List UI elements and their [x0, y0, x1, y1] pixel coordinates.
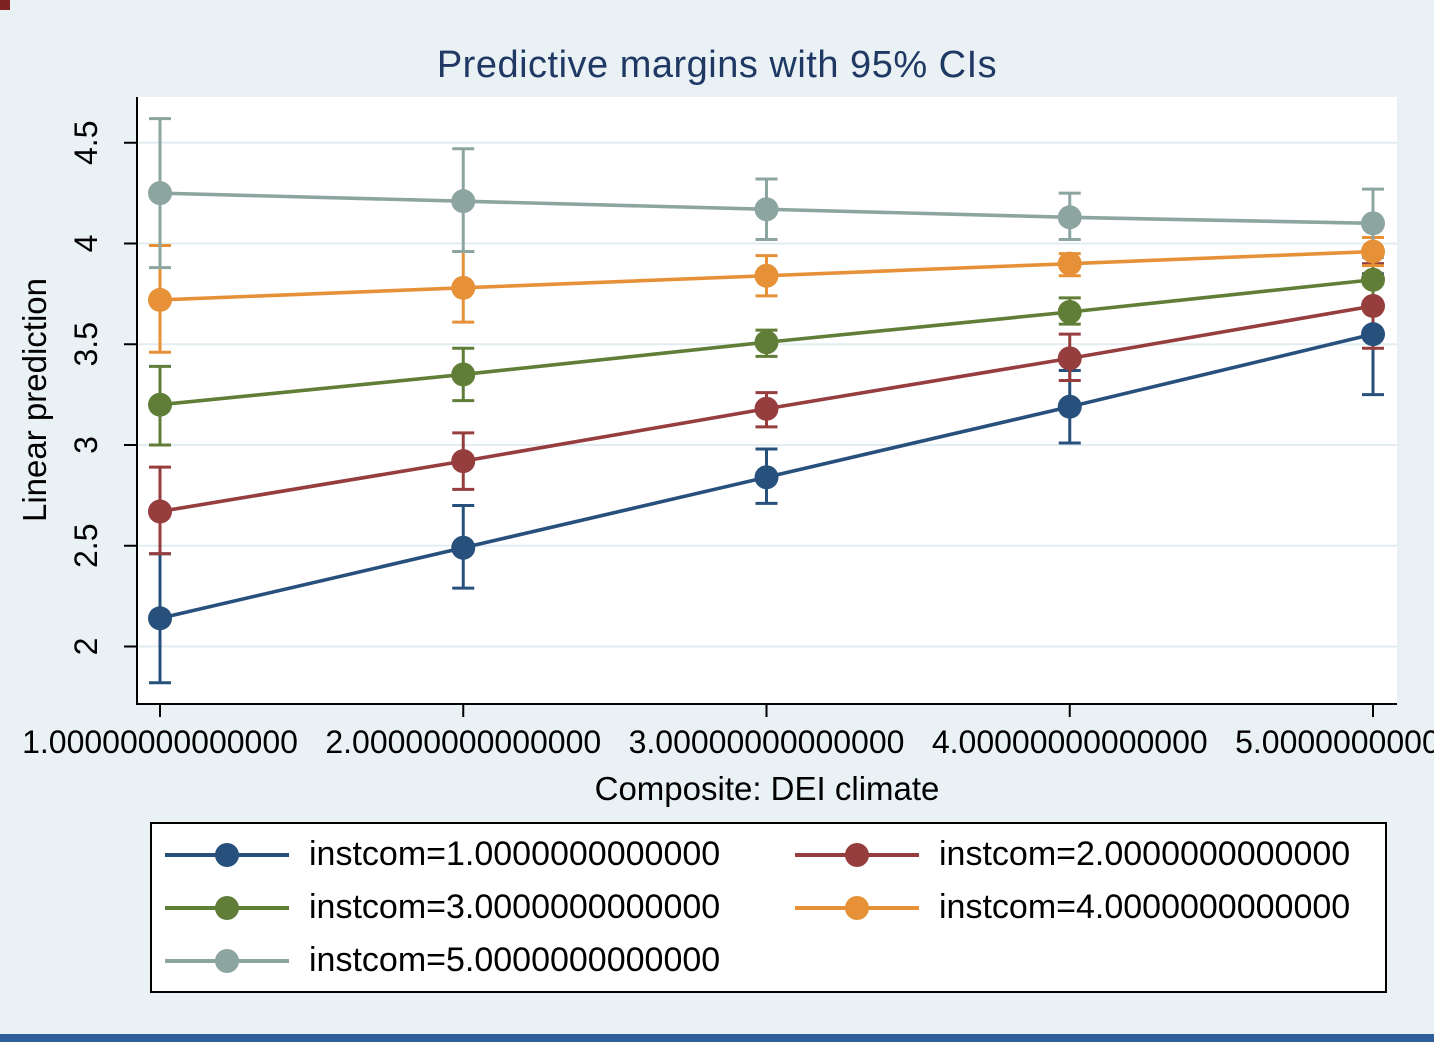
x-tick-label: 1.00000000000000 — [22, 724, 298, 760]
y-tick-label: 3.5 — [68, 322, 104, 366]
data-point-marker — [1057, 346, 1082, 371]
window-corner-artifact — [0, 0, 10, 10]
data-point-marker — [451, 535, 476, 560]
legend-entry: instcom=1.0000000000000 — [165, 835, 795, 874]
plot-svg: 2 2.5 3 3.5 4 4.5 1.00000000000000 2.0000000000… — [16, 97, 1434, 807]
y-tick-label: 2.5 — [68, 524, 104, 568]
legend-dot — [845, 895, 869, 920]
legend-label: instcom=4.0000000000000 — [939, 888, 1351, 926]
y-tick-label: 3 — [68, 436, 104, 454]
legend-label: instcom=5.0000000000000 — [309, 941, 721, 979]
legend-dot — [215, 895, 239, 920]
data-point-marker — [1361, 293, 1385, 318]
data-point-marker — [754, 197, 779, 222]
x-axis-title: Composite: DEI climate — [595, 770, 940, 807]
legend-marker-icon — [795, 842, 919, 868]
legend-marker-icon — [165, 842, 289, 868]
data-point-marker — [451, 189, 476, 214]
x-tick-label: 5.00000000000000 — [1235, 724, 1434, 760]
legend-marker-icon — [165, 895, 289, 921]
legend-marker-icon — [165, 948, 289, 974]
data-point-marker — [1057, 205, 1082, 230]
data-point-marker — [754, 263, 779, 288]
legend-entry: instcom=4.0000000000000 — [795, 888, 1385, 927]
data-point-marker — [451, 449, 476, 474]
data-point-marker — [148, 606, 172, 631]
data-point-marker — [1057, 251, 1082, 276]
y-axis-title: Linear prediction — [16, 278, 53, 522]
x-tick-label: 3.00000000000000 — [629, 724, 905, 760]
y-tick-label: 4 — [68, 235, 104, 253]
data-point-marker — [148, 181, 172, 206]
data-point-marker — [1057, 300, 1082, 325]
data-point-marker — [1361, 239, 1385, 264]
y-tick-label: 2 — [68, 638, 104, 656]
legend-label: instcom=1.0000000000000 — [309, 835, 721, 873]
data-point-marker — [148, 287, 172, 312]
data-point-marker — [451, 275, 476, 300]
x-tick-label: 4.00000000000000 — [932, 724, 1208, 760]
data-point-marker — [451, 362, 476, 387]
data-point-marker — [148, 499, 172, 524]
chart-layer — [137, 117, 1397, 685]
legend-dot — [215, 842, 239, 867]
legend-marker-icon — [795, 895, 919, 921]
x-tick-label: 2.00000000000000 — [325, 724, 601, 760]
bottom-window-bar — [0, 1034, 1434, 1042]
legend-dot — [215, 948, 239, 973]
data-point-marker — [754, 465, 779, 490]
legend-entry: instcom=3.0000000000000 — [165, 888, 795, 927]
legend-label: instcom=3.0000000000000 — [309, 888, 721, 926]
data-point-marker — [754, 396, 779, 421]
data-point-marker — [1361, 211, 1385, 236]
legend: instcom=1.0000000000000 instcom=2.0000000… — [150, 822, 1387, 993]
data-point-marker — [148, 392, 172, 417]
data-point-marker — [1057, 394, 1082, 419]
chart-title: Predictive margins with 95% CIs — [436, 44, 998, 86]
data-point-marker — [1361, 267, 1385, 292]
axis-layer: 2 2.5 3 3.5 4 4.5 1.00000000000000 2.0000000000… — [22, 97, 1434, 760]
legend-entry: instcom=2.0000000000000 — [795, 835, 1385, 874]
data-point-marker — [1361, 322, 1385, 347]
data-point-marker — [754, 330, 779, 355]
legend-entry: instcom=5.0000000000000 — [165, 941, 795, 980]
legend-label: instcom=2.0000000000000 — [939, 835, 1351, 873]
y-tick-label: 4.5 — [68, 121, 104, 165]
legend-dot — [845, 842, 869, 867]
